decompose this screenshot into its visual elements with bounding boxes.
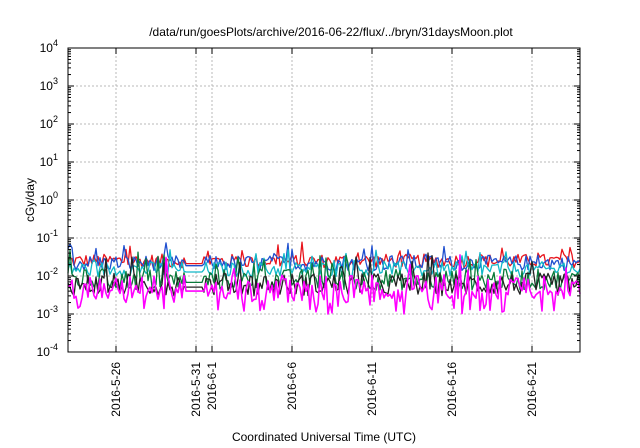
x-tick-label: 2016-5-26 bbox=[109, 362, 123, 417]
x-tick-label: 2016-6-11 bbox=[365, 362, 379, 416]
x-tick-label: 2016-6-1 bbox=[205, 362, 219, 410]
x-axis: 2016-5-26 2016-5-31 2016-6-1 2016-6-6 2016-6… bbox=[109, 48, 539, 417]
y-tick-label: 10-1 bbox=[37, 228, 58, 245]
y-tick-label: 103 bbox=[40, 76, 58, 93]
x-tick-label: 2016-6-16 bbox=[445, 362, 459, 417]
series-line bbox=[67, 242, 581, 272]
y-tick-label: 10-4 bbox=[37, 342, 58, 359]
x-tick-label: 2016-5-31 bbox=[189, 362, 203, 417]
x-tick-label: 2016-6-6 bbox=[285, 362, 299, 410]
y-tick-label: 10-2 bbox=[37, 266, 58, 283]
series-line bbox=[68, 254, 581, 315]
y-tick-label: 104 bbox=[40, 38, 58, 55]
series-line bbox=[67, 249, 581, 278]
y-tick-label: 100 bbox=[40, 190, 58, 207]
x-axis-label: Coordinated Universal Time (UTC) bbox=[232, 430, 416, 444]
series-group bbox=[67, 241, 581, 315]
grid bbox=[68, 48, 580, 352]
y-tick-label: 101 bbox=[40, 152, 58, 169]
x-tick-label: 2016-6-21 bbox=[525, 362, 539, 417]
chart-title: /data/run/goesPlots/archive/2016-06-22/f… bbox=[149, 25, 513, 39]
y-tick-label: 10-3 bbox=[37, 304, 58, 321]
y-axis: 10-4 10-3 10-2 10-1 100 101 102 103 104 bbox=[37, 38, 580, 359]
y-axis-label: cGy/day bbox=[23, 178, 37, 222]
y-tick-label: 102 bbox=[40, 114, 58, 131]
